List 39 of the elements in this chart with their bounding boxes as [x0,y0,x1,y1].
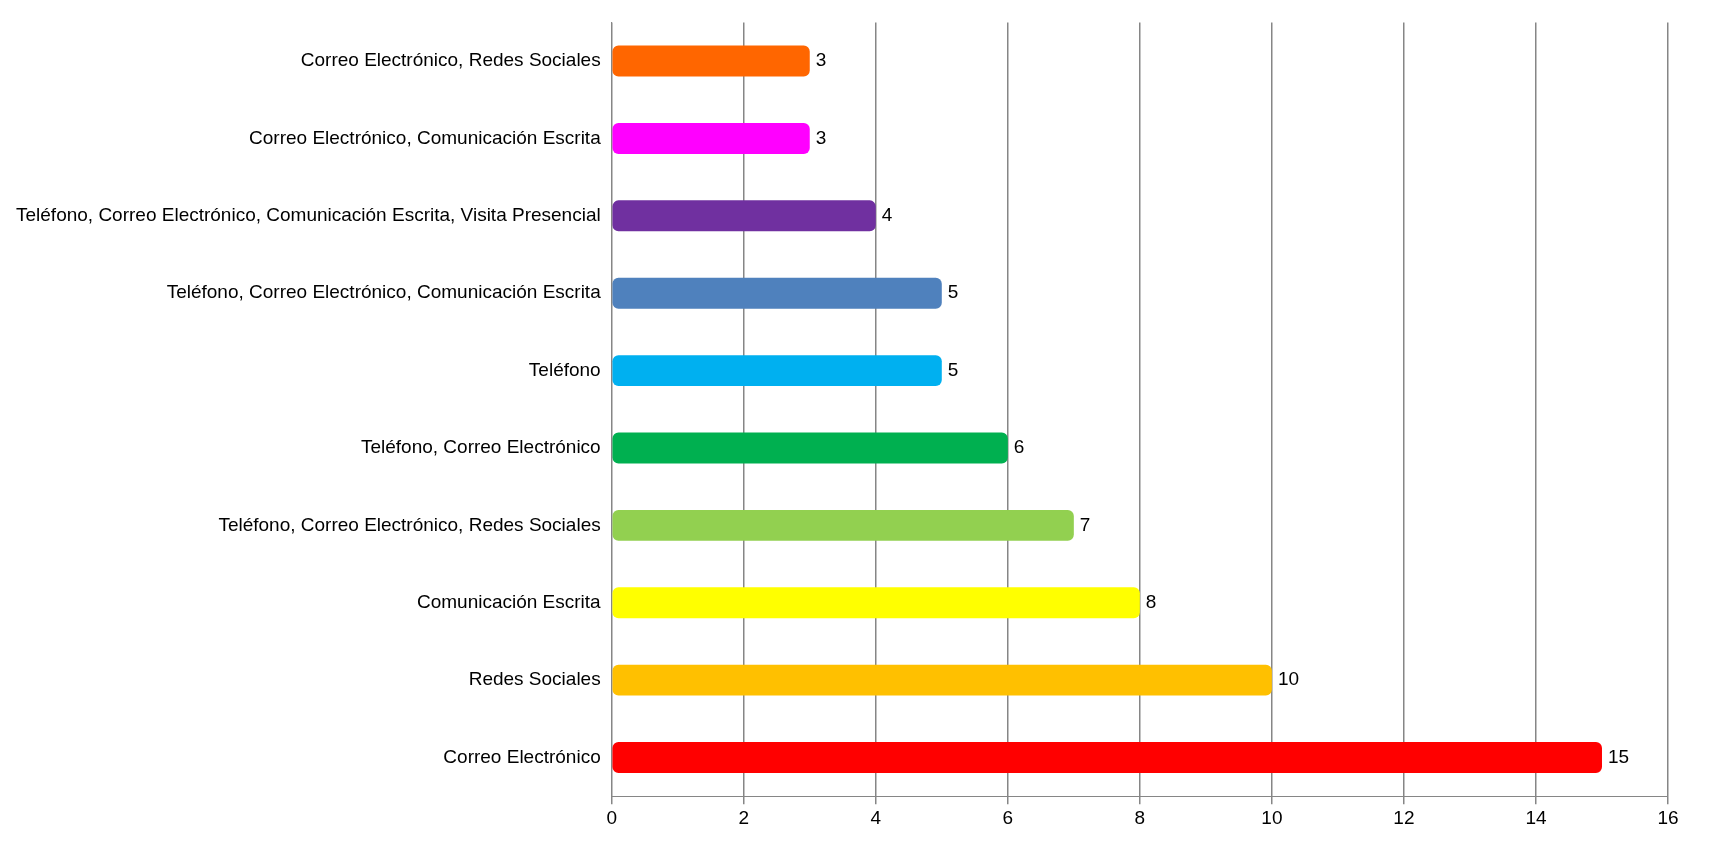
y-tick-label: Correo Electrónico, Redes Sociales [300,49,601,71]
bar [612,742,1602,773]
x-tick-label: 4 [870,806,882,828]
x-tick-label: 6 [1002,806,1014,828]
data-label: 4 [881,204,893,226]
bar [612,432,1008,464]
bar [612,277,942,309]
data-label: 5 [947,358,959,380]
data-label: 8 [1145,590,1157,612]
bar [612,200,876,232]
x-tick-label: 16 [1657,806,1679,828]
bar [612,664,1272,696]
data-label: 3 [815,126,827,148]
y-tick-label: Teléfono, Correo Electrónico, Redes Sociales [218,513,601,535]
y-tick-label: Correo Electrónico, Comunicación Escrita [249,126,602,148]
x-tick-label: 0 [606,806,617,828]
data-label: 5 [947,281,959,303]
y-tick-label: Teléfono, Correo Electrónico, Comunicación Escrita, Visita Presencial [15,204,601,226]
y-tick-label: Teléfono, Correo Electrónico [360,436,601,458]
x-tick-label: 10 [1261,806,1283,828]
x-tick-label: 14 [1525,806,1547,828]
data-label: 7 [1079,513,1091,535]
y-tick-label: Correo Electrónico [443,745,601,767]
y-tick-label: Comunicación Escrita [416,590,602,612]
data-label: 10 [1277,668,1300,690]
bar [612,509,1074,541]
bar [612,45,810,77]
x-tick-label: 8 [1134,806,1146,828]
data-label: 15 [1607,745,1630,767]
bar [612,355,942,387]
y-tick-label: Redes Sociales [468,668,601,690]
x-tick-label: 12 [1393,806,1415,828]
bar [612,587,1140,619]
y-tick-label: Teléfono, Correo Electrónico, Comunicación Escrita [166,281,602,303]
y-tick-label: Teléfono [528,358,601,380]
x-tick-label: 2 [738,806,750,828]
bar [612,122,810,154]
data-label: 3 [815,49,827,71]
data-label: 6 [1013,436,1025,458]
